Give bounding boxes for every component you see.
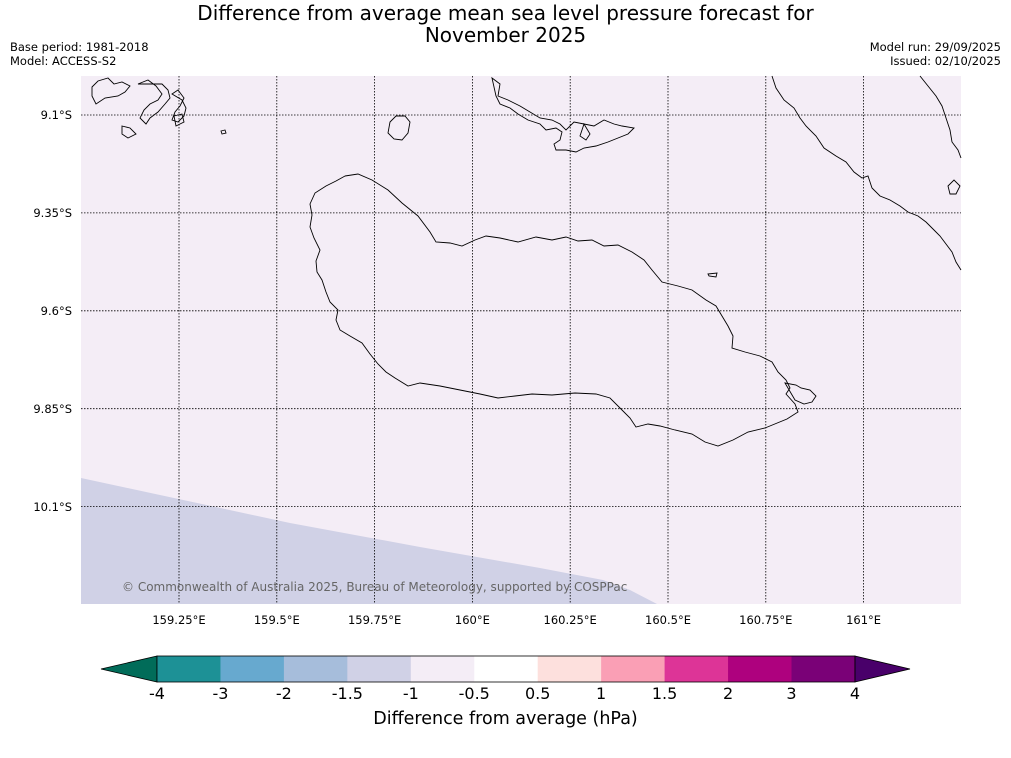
colorbar-tick-label: -3 xyxy=(212,684,229,703)
colorbar-tick-label: -0.5 xyxy=(458,684,490,703)
colorbar-outline xyxy=(156,655,856,683)
colorbar-tick-label: -4 xyxy=(149,684,165,703)
colorbar-high-extension xyxy=(854,655,911,683)
far-east-islet xyxy=(947,179,961,195)
coastlines xyxy=(91,75,962,447)
longitude-label: 159.75°E xyxy=(347,613,402,627)
colorbar-tick-label: -1 xyxy=(402,684,419,703)
colorbar-tick-label: 4 xyxy=(849,684,861,703)
meta-right: Model run: 29/09/2025 Issued: 02/10/2025 xyxy=(870,40,1001,68)
colorbar-segment xyxy=(601,656,666,682)
longitude-label: 160.75°E xyxy=(739,613,793,627)
colorbar-segment xyxy=(220,656,285,682)
meta-left: Base period: 1981-2018 Model: ACCESS-S2 xyxy=(10,40,149,68)
colorbar-segment xyxy=(664,656,729,682)
colorbar-segment xyxy=(410,656,475,682)
colorbar-tick-label: 1 xyxy=(596,684,607,703)
colorbar-tick-label: -2 xyxy=(275,684,292,703)
longitude-label: 160°E xyxy=(454,613,490,627)
colorbar-segment xyxy=(283,656,348,682)
base-period: Base period: 1981-2018 xyxy=(10,40,149,54)
colorbar-low-extension xyxy=(100,655,158,683)
northwest-island-coastline xyxy=(91,77,187,139)
graticule xyxy=(81,76,961,604)
model-name: Model: ACCESS-S2 xyxy=(10,54,117,68)
colorbar-tick-label: 3 xyxy=(786,684,797,703)
colorbar-segment xyxy=(728,656,792,682)
issued-date: Issued: 02/10/2025 xyxy=(890,54,1001,68)
latitude-label: 9.6°S xyxy=(40,303,72,318)
longitude-label: 159.5°E xyxy=(253,613,300,627)
colorbar-tick-label: -1.5 xyxy=(331,684,363,703)
colorbar-segment xyxy=(791,656,856,682)
latitude-label: 10.1°S xyxy=(33,499,72,514)
chart-title-line2: November 2025 xyxy=(424,23,587,47)
anomaly-region xyxy=(81,478,657,604)
islet-east-small xyxy=(707,272,718,278)
north-island-coastline xyxy=(491,76,635,153)
longitude-label: 159.25°E xyxy=(152,613,206,627)
colorbar-tick-label: 1.5 xyxy=(651,684,678,703)
model-run: Model run: 29/09/2025 xyxy=(869,40,1001,54)
northeast-island-coastline xyxy=(771,75,962,271)
colorbar-tick-label: 2 xyxy=(722,684,734,703)
chart-title-line1: Difference from average mean sea level p… xyxy=(197,1,814,25)
colorbar-segment xyxy=(157,656,221,682)
far-east-coastline xyxy=(919,75,962,159)
colorbar-segment xyxy=(474,656,539,682)
latitude-label: 9.35°S xyxy=(33,205,72,220)
main-island-coastline xyxy=(309,173,799,447)
longitude-label: 161°E xyxy=(846,613,882,627)
islet-tiny xyxy=(220,129,227,135)
colorbar-segment xyxy=(347,656,412,682)
islet-circle xyxy=(387,115,411,141)
longitude-label: 160.5°E xyxy=(645,613,691,627)
longitude-label: 160.25°E xyxy=(543,613,597,627)
colorbar-segment xyxy=(537,656,602,682)
islet-east xyxy=(784,382,817,405)
colorbar xyxy=(100,655,911,683)
latitude-label: 9.1°S xyxy=(40,108,72,122)
copyright-text: © Commonwealth of Australia 2025, Bureau… xyxy=(122,580,628,594)
colorbar-tick-label: 0.5 xyxy=(524,684,551,703)
colorbar-title: Difference from average (hPa) xyxy=(373,709,638,729)
latitude-label: 9.85°S xyxy=(33,401,72,416)
